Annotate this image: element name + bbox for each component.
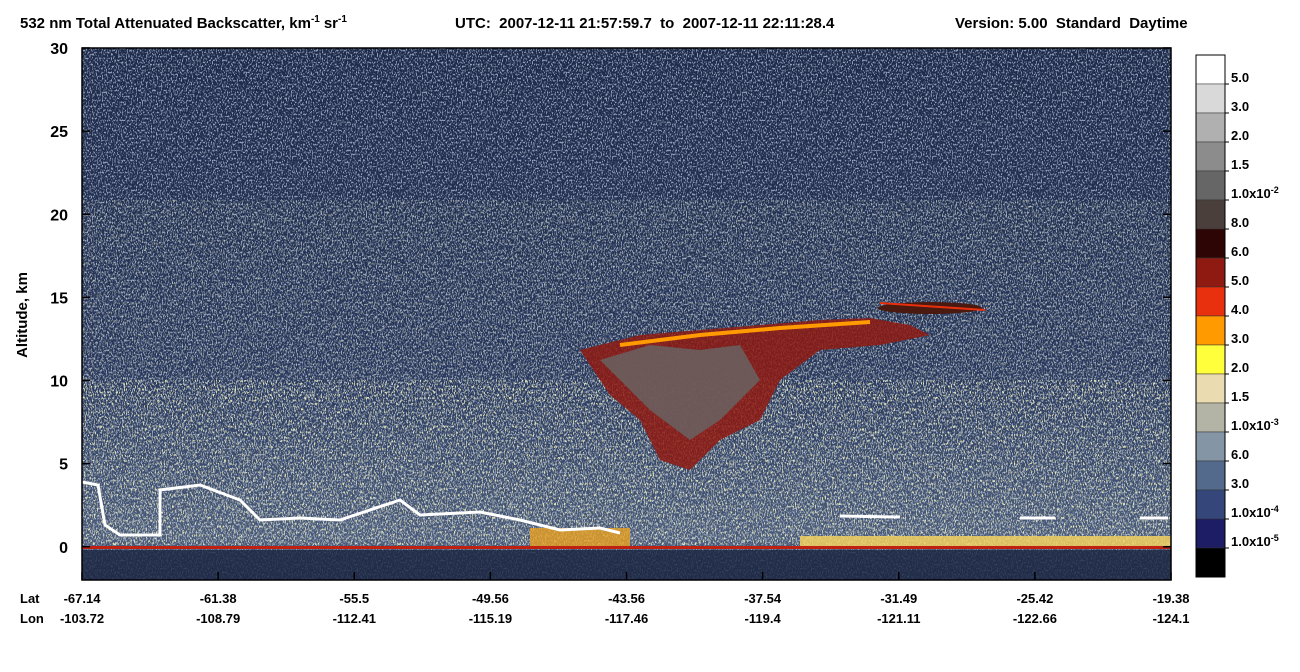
colorbar-label-text: 6.0: [1231, 447, 1249, 462]
y-tick-label: 25: [50, 124, 68, 141]
colorbar-swatch: [1195, 547, 1226, 578]
version: Version: 5.00 Standard Daytime: [955, 15, 1188, 32]
colorbar-label-exp: -4: [1271, 504, 1279, 514]
colorbar-label: 1.0x10-3: [1231, 417, 1279, 433]
colorbar-label-text: 5.0: [1231, 70, 1249, 85]
colorbar-swatch: [1195, 402, 1226, 433]
colorbar-label: 5.0: [1231, 273, 1249, 288]
colorbar-swatch: [1195, 460, 1226, 491]
colorbar-label: 3.0: [1231, 476, 1249, 491]
colorbar-label-exp: -5: [1271, 533, 1279, 543]
colorbar-swatch: [1195, 286, 1226, 317]
colorbar-label-text: 1.5: [1231, 389, 1249, 404]
x-tick-label: -108.79: [196, 611, 240, 626]
title-text: 532 nm Total Attenuated Backscatter, km: [20, 15, 311, 32]
x-row-name: Lat: [20, 591, 40, 606]
colorbar-label: 5.0: [1231, 70, 1249, 85]
colorbar-label: 1.0x10-4: [1231, 504, 1279, 520]
colorbar-label-text: 1.0x10: [1231, 186, 1271, 201]
colorbar-label-text: 3.0: [1231, 476, 1249, 491]
colorbar-swatch: [1195, 112, 1226, 143]
colorbar-label: 1.0x10-2: [1231, 185, 1279, 201]
colorbar-swatch: [1195, 199, 1226, 230]
x-tick-label: -119.4: [745, 611, 782, 626]
x-tick-label: -112.41: [333, 611, 376, 626]
x-tick-label: -103.72: [60, 611, 104, 626]
colorbar-swatch: [1195, 344, 1226, 375]
y-tick-label: 20: [50, 207, 68, 224]
colorbar-label-text: 3.0: [1231, 99, 1249, 114]
x-tick-label: -37.54: [744, 591, 782, 606]
colorbar-label-exp: -3: [1271, 417, 1279, 427]
colorbar-swatch: [1195, 373, 1226, 404]
colorbar-label: 6.0: [1231, 244, 1249, 259]
colorbar-label-text: 1.0x10: [1231, 418, 1271, 433]
colorbar-label-text: 2.0: [1231, 360, 1249, 375]
x-row-name: Lon: [20, 611, 44, 626]
y-tick-label: 15: [50, 290, 68, 307]
colorbar-swatch: [1195, 170, 1226, 201]
title-exp: -1: [338, 14, 347, 25]
colorbar: 5.03.02.01.51.0x10-28.06.05.04.03.02.01.…: [1195, 54, 1279, 578]
colorbar-label: 1.0x10-5: [1231, 533, 1279, 549]
colorbar-label: 8.0: [1231, 215, 1249, 230]
title-exp: -1: [311, 14, 320, 25]
x-tick-label: -124.1: [1153, 611, 1190, 626]
x-tick-label: -117.46: [605, 611, 648, 626]
colorbar-label-text: 5.0: [1231, 273, 1249, 288]
x-tick-label: -67.14: [64, 591, 102, 606]
colorbar-label-text: 8.0: [1231, 215, 1249, 230]
backscatter-image: [82, 48, 1171, 580]
y-tick-label: 10: [50, 374, 68, 391]
colorbar-label: 6.0: [1231, 447, 1249, 462]
x-tick-label: -31.49: [880, 591, 917, 606]
y-tick-label: 0: [59, 540, 68, 557]
x-tick-label: -55.5: [339, 591, 369, 606]
colorbar-swatch: [1195, 489, 1226, 520]
chart-title: 532 nm Total Attenuated Backscatter, km-…: [20, 14, 347, 32]
colorbar-swatch: [1195, 431, 1226, 462]
colorbar-label: 2.0: [1231, 128, 1249, 143]
colorbar-label-text: 3.0: [1231, 331, 1249, 346]
x-tick-label: -43.56: [608, 591, 645, 606]
time-range: UTC: 2007-12-11 21:57:59.7 to 2007-12-11…: [455, 15, 835, 32]
colorbar-label: 2.0: [1231, 360, 1249, 375]
colorbar-label: 4.0: [1231, 302, 1249, 317]
x-tick-label: -61.38: [200, 591, 237, 606]
x-tick-label: -19.38: [1153, 591, 1190, 606]
y-tick-label: 5: [59, 457, 68, 474]
colorbar-label-text: 6.0: [1231, 244, 1249, 259]
x-tick-label: -122.66: [1013, 611, 1057, 626]
x-tick-label: -25.42: [1016, 591, 1053, 606]
colorbar-frame: [1195, 54, 1226, 578]
y-tick-label: 30: [50, 41, 68, 58]
colorbar-label-exp: -2: [1271, 185, 1279, 195]
colorbar-label-text: 1.0x10: [1231, 505, 1271, 520]
colorbar-swatch: [1195, 257, 1226, 288]
colorbar-swatch: [1195, 228, 1226, 259]
colorbar-label-text: 4.0: [1231, 302, 1249, 317]
colorbar-swatch: [1195, 54, 1226, 85]
colorbar-swatch: [1195, 141, 1226, 172]
colorbar-label: 1.5: [1231, 389, 1249, 404]
colorbar-swatch: [1195, 315, 1226, 346]
colorbar-label: 1.5: [1231, 157, 1249, 172]
colorbar-label: 3.0: [1231, 331, 1249, 346]
y-axis-label: Altitude, km: [14, 272, 31, 358]
colorbar-label-text: 1.5: [1231, 157, 1249, 172]
colorbar-label-text: 1.0x10: [1231, 534, 1271, 549]
x-tick-label: -115.19: [469, 611, 512, 626]
colorbar-swatch: [1195, 518, 1226, 549]
x-tick-label: -121.11: [877, 611, 920, 626]
colorbar-label-text: 2.0: [1231, 128, 1249, 143]
colorbar-swatch: [1195, 83, 1226, 114]
colorbar-label: 3.0: [1231, 99, 1249, 114]
x-tick-label: -49.56: [472, 591, 509, 606]
title-unit: sr: [324, 15, 338, 32]
